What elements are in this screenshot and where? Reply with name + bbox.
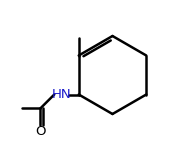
Text: HN: HN	[52, 88, 71, 101]
Text: O: O	[35, 125, 46, 138]
